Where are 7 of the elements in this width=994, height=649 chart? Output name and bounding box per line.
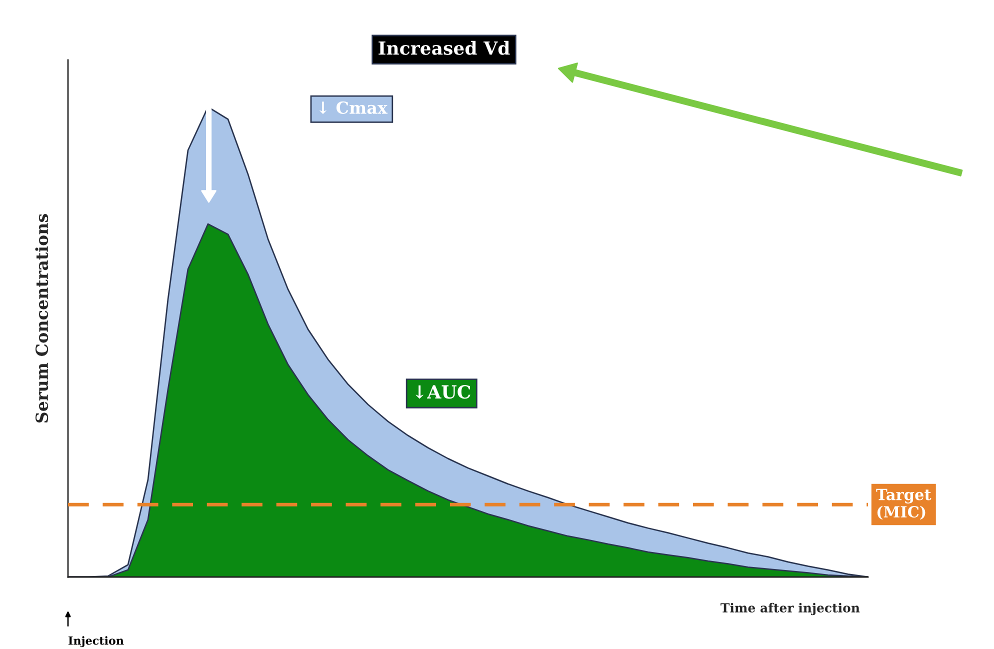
y-axis-title: Serum Concentrations xyxy=(35,214,48,423)
annotation: ↓AUC xyxy=(416,385,470,399)
text: Increased Vd xyxy=(378,40,510,55)
x-axis-title: Time after injection xyxy=(720,602,860,616)
ref-line-label: Target (MIC) xyxy=(876,488,932,520)
annotation: ↓ Cmax xyxy=(320,101,388,114)
text: Injection xyxy=(68,636,124,648)
